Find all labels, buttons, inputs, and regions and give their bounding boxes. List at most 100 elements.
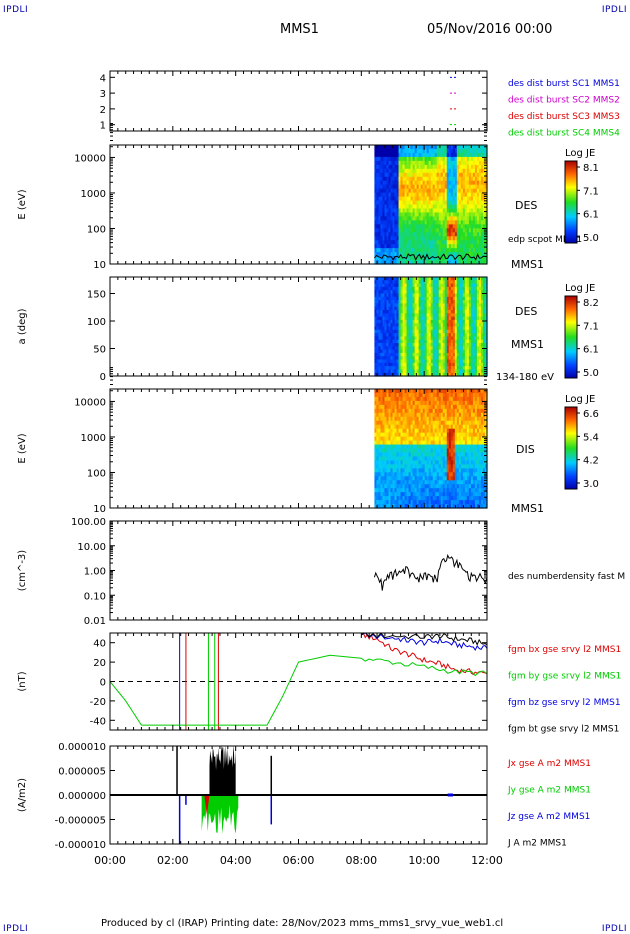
heatmap-cell — [418, 283, 422, 288]
heatmap-cell — [460, 290, 464, 295]
heatmap-cell — [404, 436, 408, 442]
heatmap-cell — [398, 424, 402, 430]
heatmap-cell — [444, 484, 448, 489]
heatmap-cell — [386, 404, 390, 410]
heatmap-cell — [422, 362, 426, 367]
heatmap-cell — [478, 300, 482, 304]
heatmap-cell — [410, 220, 414, 225]
heatmap-cell — [418, 496, 422, 501]
heatmap-cell — [474, 180, 478, 186]
heatmap-cell — [444, 208, 448, 214]
heatmap-cell — [442, 260, 446, 265]
heatmap-cell — [458, 286, 462, 291]
heatmap-cell — [438, 310, 442, 314]
heatmap-cell — [382, 362, 386, 367]
heatmap-cell — [390, 496, 394, 501]
heatmap-cell — [438, 152, 442, 158]
heatmap-cell — [376, 369, 380, 374]
heatmap-cell — [436, 156, 440, 162]
heatmap-cell — [388, 424, 392, 430]
heatmap-cell — [410, 277, 414, 281]
heatmap-cell — [420, 192, 424, 198]
heatmap-cell — [380, 224, 384, 229]
heatmap-cell — [484, 286, 488, 291]
heatmap-cell — [382, 293, 386, 298]
heatmap-cell — [412, 343, 416, 347]
heatmap-cell — [466, 283, 470, 288]
heatmap-cell — [438, 362, 442, 367]
heatmap-cell — [404, 416, 408, 422]
heatmap-cell — [472, 244, 476, 249]
heatmap-cell — [382, 424, 386, 430]
heatmap-cell — [482, 164, 486, 170]
heatmap-cell — [412, 260, 416, 265]
heatmap-cell — [388, 168, 392, 174]
heatmap-cell — [388, 484, 392, 489]
burst-legend-label: des dist burst SC1 MMS1 — [508, 79, 620, 89]
heatmap-cell — [448, 180, 452, 186]
heatmap-cell — [468, 329, 472, 334]
des-pa-panel-ytick-label: 50 — [93, 345, 106, 356]
heatmap-cell — [454, 319, 458, 324]
heatmap-cell — [442, 346, 446, 351]
heatmap-cell — [434, 188, 438, 194]
heatmap-cell — [388, 366, 392, 370]
heatmap-cell — [396, 496, 400, 501]
heatmap-cell — [398, 156, 402, 162]
heatmap-cell — [434, 310, 438, 314]
heatmap-cell — [444, 244, 448, 249]
heatmap-cell — [396, 366, 400, 370]
heatmap-cell — [408, 404, 412, 410]
heatmap-cell — [376, 392, 380, 398]
heatmap-cell — [428, 480, 432, 485]
heatmap-cell — [446, 349, 450, 354]
heatmap-cell — [452, 424, 456, 430]
heatmap-cell — [420, 319, 424, 324]
heatmap-cell — [422, 440, 426, 446]
heatmap-cell — [434, 404, 438, 410]
heatmap-cell — [422, 256, 426, 261]
heatmap-cell — [380, 464, 384, 469]
heatmap-cell — [440, 303, 444, 308]
heatmap-cell — [394, 356, 398, 361]
heatmap-cell — [396, 349, 400, 354]
heatmap-cell — [394, 346, 398, 351]
heatmap-cell — [442, 500, 446, 505]
heatmap-cell — [464, 306, 468, 311]
heatmap-cell — [474, 248, 478, 253]
heatmap-cell — [378, 460, 382, 465]
heatmap-cell — [422, 424, 426, 430]
heatmap-cell — [386, 156, 390, 162]
heatmap-cell — [418, 220, 422, 225]
heatmap-cell — [388, 396, 392, 402]
heatmap-cell — [456, 310, 460, 314]
heatmap-cell — [444, 420, 448, 426]
heatmap-cell — [434, 448, 438, 454]
heatmap-cell — [390, 448, 394, 454]
heatmap-cell — [416, 310, 420, 314]
heatmap-cell — [374, 316, 378, 321]
heatmap-cell — [426, 212, 430, 217]
heatmap-cell — [412, 212, 416, 217]
heatmap-cell — [472, 224, 476, 229]
heatmap-cell — [410, 188, 414, 194]
heatmap-cell — [472, 220, 476, 225]
heatmap-cell — [420, 293, 424, 298]
heatmap-cell — [414, 248, 418, 253]
heatmap-cell — [390, 480, 394, 485]
heatmap-cell — [466, 310, 470, 314]
heatmap-cell — [450, 428, 454, 434]
heatmap-cell — [468, 303, 472, 308]
heatmap-cell — [448, 424, 452, 430]
heatmap-cell — [452, 448, 456, 454]
des-energy-panel-ytick-label: 100 — [87, 224, 106, 235]
heatmap-cell — [472, 336, 476, 341]
heatmap-cell — [438, 168, 442, 174]
heatmap-cell — [450, 216, 454, 221]
heatmap-cell — [448, 300, 452, 304]
heatmap-cell — [478, 216, 482, 221]
heatmap-cell — [374, 392, 378, 398]
heatmap-cell — [476, 326, 480, 331]
heatmap-cell — [476, 232, 480, 237]
heatmap-cell — [450, 188, 454, 194]
